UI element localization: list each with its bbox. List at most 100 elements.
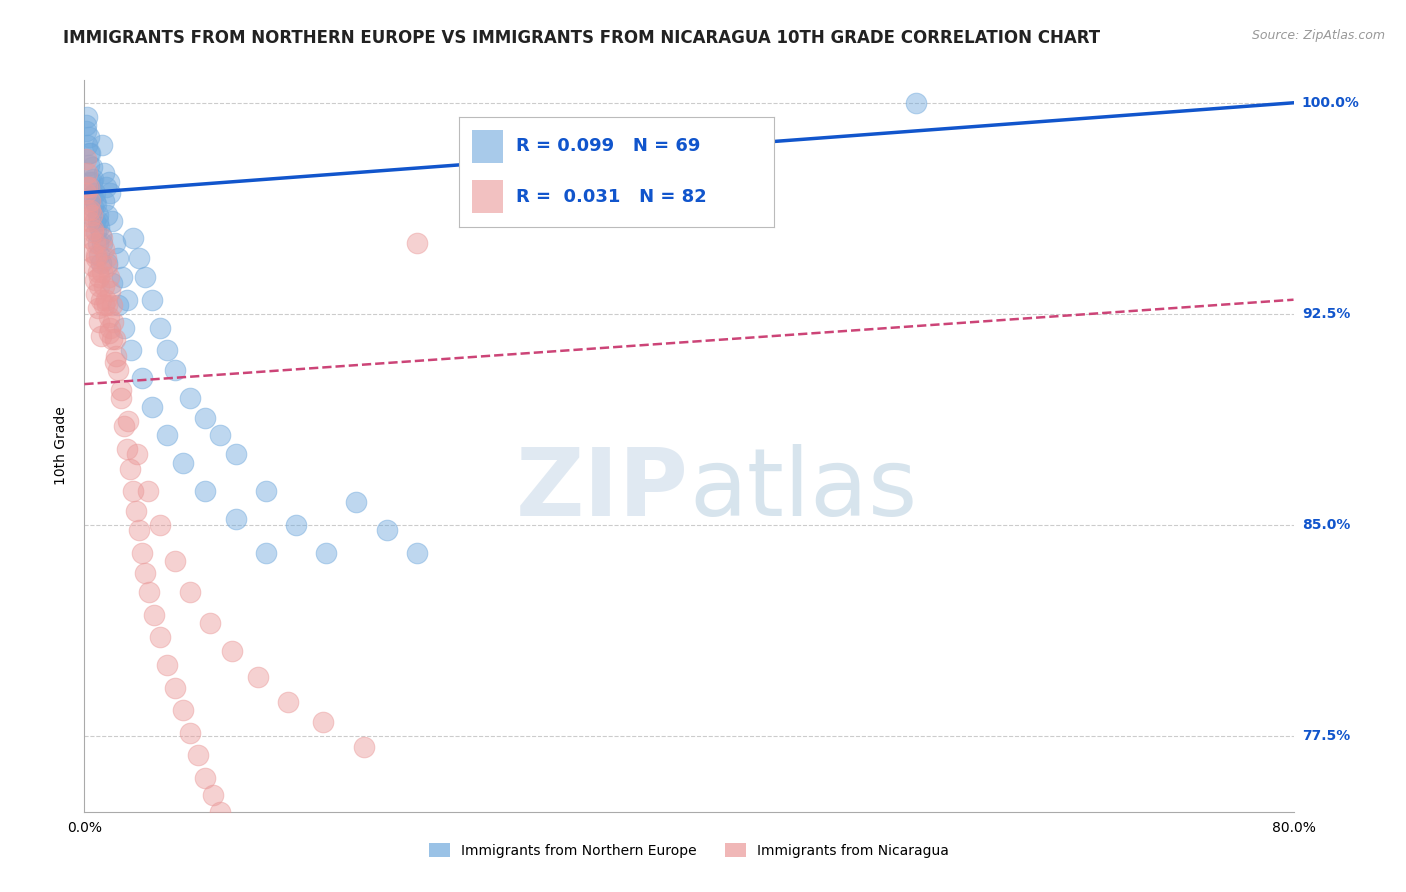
Point: [125, 504, 148, 518]
Point: [375, 524, 398, 538]
Point: [87, 236, 110, 251]
Point: [75, 124, 97, 138]
Point: [254, 546, 277, 560]
Point: [80, 244, 103, 259]
Point: [80, 188, 103, 202]
Text: Source: ZipAtlas.com: Source: ZipAtlas.com: [1251, 29, 1385, 42]
Point: [194, 771, 217, 785]
Point: [77, 158, 100, 172]
Point: [93, 242, 115, 256]
Point: [96, 259, 118, 273]
Point: [128, 524, 150, 538]
Point: [80, 161, 103, 175]
Point: [76, 138, 98, 153]
Point: [75, 152, 97, 166]
Point: [96, 256, 118, 270]
Point: [110, 391, 132, 405]
Point: [149, 321, 172, 335]
Point: [142, 607, 165, 622]
Point: [138, 585, 160, 599]
Point: [77, 129, 100, 144]
Point: [194, 410, 217, 425]
Point: [87, 214, 110, 228]
Point: [134, 270, 156, 285]
Point: [75, 186, 97, 200]
Point: [406, 236, 429, 251]
Point: [225, 512, 247, 526]
Point: [101, 315, 124, 329]
Point: [79, 194, 101, 209]
Point: [209, 805, 232, 819]
Point: [165, 681, 187, 695]
Point: [98, 285, 121, 299]
Point: [127, 447, 149, 461]
Point: [110, 383, 132, 397]
Point: [107, 363, 129, 377]
Point: [346, 495, 368, 509]
Point: [179, 726, 201, 740]
Point: [179, 391, 201, 405]
Point: [80, 175, 103, 189]
Point: [98, 321, 121, 335]
Point: [94, 251, 117, 265]
Point: [91, 236, 114, 251]
Point: [87, 208, 110, 222]
Point: [82, 225, 104, 239]
Point: [93, 166, 115, 180]
Point: [121, 231, 143, 245]
Point: [97, 175, 120, 189]
Point: [104, 332, 127, 346]
Point: [277, 695, 299, 709]
Point: [82, 222, 104, 236]
Point: [84, 214, 107, 228]
Point: [79, 202, 101, 217]
Point: [76, 202, 98, 217]
Point: [156, 343, 179, 358]
Point: [76, 180, 98, 194]
Point: [156, 658, 179, 673]
Text: 100.0%: 100.0%: [1302, 95, 1360, 110]
Text: atlas: atlas: [689, 444, 917, 536]
Point: [121, 483, 143, 498]
Point: [120, 343, 142, 358]
Point: [89, 248, 111, 262]
Point: [90, 329, 112, 343]
Point: [93, 194, 115, 209]
Point: [89, 270, 111, 285]
Point: [198, 616, 221, 631]
Point: [247, 670, 270, 684]
Point: [225, 447, 247, 461]
Point: [86, 287, 108, 301]
Point: [93, 278, 115, 293]
Point: [82, 171, 104, 186]
Text: 77.5%: 77.5%: [1302, 729, 1350, 743]
Point: [172, 456, 194, 470]
Point: [254, 483, 277, 498]
Point: [80, 208, 103, 222]
Point: [90, 293, 112, 307]
Point: [100, 332, 122, 346]
Point: [104, 236, 127, 251]
Point: [141, 293, 163, 307]
Point: [86, 248, 108, 262]
Point: [100, 298, 122, 312]
Point: [89, 278, 111, 293]
Point: [93, 298, 115, 312]
Point: [87, 264, 110, 278]
Point: [86, 225, 108, 239]
Point: [406, 546, 429, 560]
Text: 92.5%: 92.5%: [1302, 307, 1350, 321]
Point: [82, 200, 104, 214]
Point: [94, 293, 117, 307]
Point: [165, 554, 187, 568]
Point: [107, 298, 129, 312]
Point: [165, 363, 187, 377]
Text: 85.0%: 85.0%: [1302, 517, 1350, 532]
Point: [77, 214, 100, 228]
Point: [107, 251, 129, 265]
Legend: Immigrants from Northern Europe, Immigrants from Nicaragua: Immigrants from Northern Europe, Immigra…: [423, 838, 955, 863]
Point: [201, 788, 224, 802]
Text: ZIP: ZIP: [516, 444, 689, 536]
Point: [79, 175, 101, 189]
Point: [353, 739, 375, 754]
